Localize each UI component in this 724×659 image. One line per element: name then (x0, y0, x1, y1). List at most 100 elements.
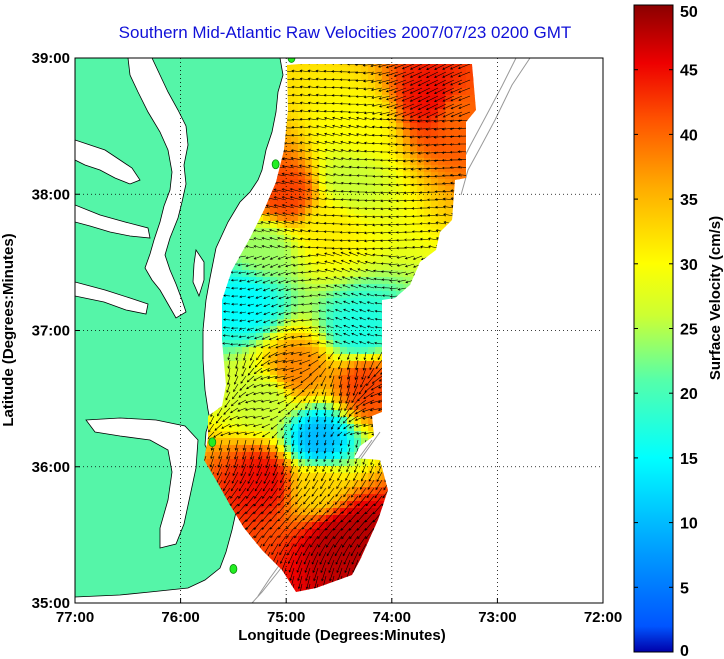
velocity-cell (389, 228, 397, 236)
velocity-cell (375, 270, 383, 278)
bay-water (85, 417, 199, 549)
colorbar-tick-label: 20 (680, 386, 698, 403)
velocity-cell (312, 452, 320, 460)
velocity-cell (347, 67, 355, 75)
velocity-cell (340, 347, 348, 355)
velocity-cell (263, 298, 271, 306)
velocity-cell (319, 501, 327, 509)
velocity-cell (452, 137, 460, 145)
velocity-cell (319, 116, 327, 124)
velocity-cell (368, 200, 376, 208)
velocity-cell (340, 557, 348, 565)
velocity-cell (340, 536, 348, 544)
velocity-cell (333, 508, 341, 516)
velocity-cell (382, 235, 390, 243)
velocity-cell (221, 424, 229, 432)
velocity-cell (256, 529, 264, 537)
velocity-cell (291, 438, 299, 446)
velocity-cell (242, 361, 250, 369)
velocity-cell (431, 123, 439, 131)
velocity-cell (298, 410, 306, 418)
velocity-cell (375, 249, 383, 257)
velocity-cell (249, 431, 257, 439)
velocity-cell (354, 298, 362, 306)
velocity-cell (277, 410, 285, 418)
velocity-cell (284, 494, 292, 502)
velocity-cell (347, 235, 355, 243)
velocity-cell (242, 480, 250, 488)
velocity-cell (249, 417, 257, 425)
velocity-cell (277, 487, 285, 495)
velocity-cell (312, 256, 320, 264)
velocity-cell (382, 480, 390, 488)
velocity-cell (326, 543, 334, 551)
velocity-cell (354, 417, 362, 425)
velocity-cell (326, 459, 334, 467)
velocity-cell (221, 312, 229, 320)
velocity-cell (298, 368, 306, 376)
velocity-cell (410, 214, 418, 222)
velocity-cell (347, 151, 355, 159)
velocity-cell (284, 67, 292, 75)
velocity-cell (277, 466, 285, 474)
velocity-cell (382, 256, 390, 264)
velocity-cell (263, 256, 271, 264)
velocity-cell (459, 67, 467, 75)
velocity-cell (319, 67, 327, 75)
radar-station-marker (229, 564, 238, 574)
radar-station-marker (208, 437, 217, 448)
velocity-cell (466, 95, 474, 103)
velocity-cell (333, 480, 341, 488)
velocity-cell (438, 144, 446, 152)
velocity-cell (263, 543, 271, 551)
velocity-cell (340, 375, 348, 383)
velocity-cell (228, 473, 236, 481)
velocity-cell (228, 375, 236, 383)
velocity-cell (326, 298, 334, 306)
velocity-cell (263, 480, 271, 488)
velocity-cell (354, 235, 362, 243)
velocity-cell (403, 207, 411, 215)
velocity-cell (284, 74, 292, 82)
velocity-cell (221, 445, 229, 453)
velocity-cell (235, 312, 243, 320)
velocity-cell (284, 249, 292, 257)
velocity-cell (368, 214, 376, 222)
velocity-cell (291, 361, 299, 369)
velocity-cell (298, 508, 306, 516)
velocity-cell (326, 151, 334, 159)
velocity-cell (242, 277, 250, 285)
velocity-cell (319, 375, 327, 383)
velocity-cell (263, 396, 271, 404)
velocity-cell (333, 312, 341, 320)
velocity-cell (396, 179, 404, 187)
velocity-cell (291, 158, 299, 166)
velocity-cell (347, 487, 355, 495)
velocity-cell (305, 144, 313, 152)
velocity-cell (291, 207, 299, 215)
velocity-cell (347, 305, 355, 313)
velocity-cell (312, 200, 320, 208)
velocity-cell (431, 158, 439, 166)
velocity-cell (347, 109, 355, 117)
velocity-cell (305, 347, 313, 355)
velocity-cell (403, 235, 411, 243)
velocity-cell (312, 172, 320, 180)
velocity-cell (326, 389, 334, 397)
velocity-cell (305, 333, 313, 341)
velocity-cell (312, 312, 320, 320)
velocity-cell (347, 319, 355, 327)
velocity-cell (354, 473, 362, 481)
velocity-cell (298, 319, 306, 327)
velocity-cell (445, 158, 453, 166)
velocity-cell (270, 501, 278, 509)
velocity-cell (312, 151, 320, 159)
velocity-cell (263, 284, 271, 292)
velocity-cell (354, 88, 362, 96)
velocity-cell (298, 480, 306, 488)
velocity-cell (263, 550, 271, 558)
velocity-cell (263, 508, 271, 516)
velocity-cell (445, 151, 453, 159)
velocity-cell (291, 305, 299, 313)
velocity-cell (361, 473, 369, 481)
